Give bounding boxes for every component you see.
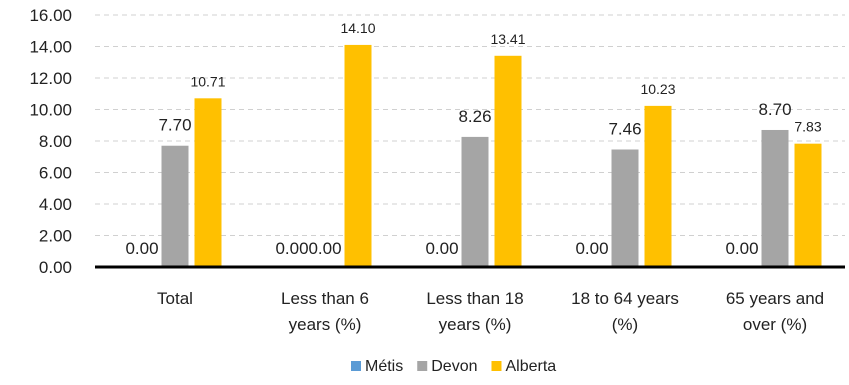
data-label: 10.71 — [190, 73, 225, 89]
bar-alberta — [194, 98, 222, 267]
y-tick-label: 16.00 — [29, 6, 72, 25]
bar-alberta — [644, 105, 672, 267]
data-label: 7.83 — [794, 119, 821, 135]
data-label: 0.00 — [425, 239, 458, 258]
legend-entry: Alberta — [505, 358, 556, 375]
category-label: over (%) — [743, 315, 807, 334]
bar-devon — [461, 136, 489, 267]
data-label: 8.70 — [758, 100, 791, 119]
category-label: Less than 6 — [281, 289, 369, 308]
legend-swatch — [491, 361, 502, 371]
data-label: 14.10 — [340, 20, 375, 36]
data-label: 7.70 — [158, 116, 191, 135]
data-label: 8.26 — [458, 107, 491, 126]
data-label: 0.00 — [308, 239, 341, 258]
gridlines — [95, 14, 845, 236]
category-label: Less than 18 — [426, 289, 523, 308]
category-label: (%) — [612, 315, 638, 334]
y-tick-label: 0.00 — [39, 258, 72, 277]
bar-devon — [761, 129, 789, 267]
bar-devon — [161, 145, 189, 267]
bar-alberta — [794, 143, 822, 267]
y-tick-label: 8.00 — [39, 132, 72, 151]
category-label: 65 years and — [726, 289, 824, 308]
category-label: Total — [157, 289, 193, 308]
bars — [161, 44, 822, 268]
legend-swatch — [351, 361, 361, 371]
data-label: 0.00 — [275, 239, 308, 258]
data-label: 0.00 — [125, 239, 158, 258]
y-tick-label: 12.00 — [29, 69, 72, 88]
legend: Métis Devon Alberta — [351, 358, 556, 375]
category-labels: Total Less than 6 years (%) Less than 18 yea… — [157, 289, 824, 334]
bar-devon — [611, 149, 639, 267]
data-label: 0.00 — [575, 239, 608, 258]
bar-alberta — [494, 55, 522, 268]
legend-entry: Métis — [365, 358, 403, 375]
legend-entry: Devon — [431, 358, 477, 375]
bar-alberta — [344, 44, 372, 267]
data-label: 7.46 — [608, 120, 641, 139]
legend-swatch — [417, 361, 428, 371]
data-label: 13.41 — [490, 31, 525, 47]
category-label: 18 to 64 years — [571, 289, 679, 308]
category-label: years (%) — [439, 315, 512, 334]
y-tick-label: 6.00 — [39, 164, 72, 183]
y-tick-label: 10.00 — [29, 101, 72, 120]
y-axis-tick-labels: 0.00 2.00 4.00 6.00 8.00 10.00 12.00 14.00 16.00 — [29, 6, 72, 277]
y-tick-label: 14.00 — [29, 38, 72, 57]
category-label: years (%) — [289, 315, 362, 334]
y-tick-label: 2.00 — [39, 227, 72, 246]
data-label: 0.00 — [725, 239, 758, 258]
data-label: 10.23 — [640, 81, 675, 97]
y-tick-label: 4.00 — [39, 195, 72, 214]
